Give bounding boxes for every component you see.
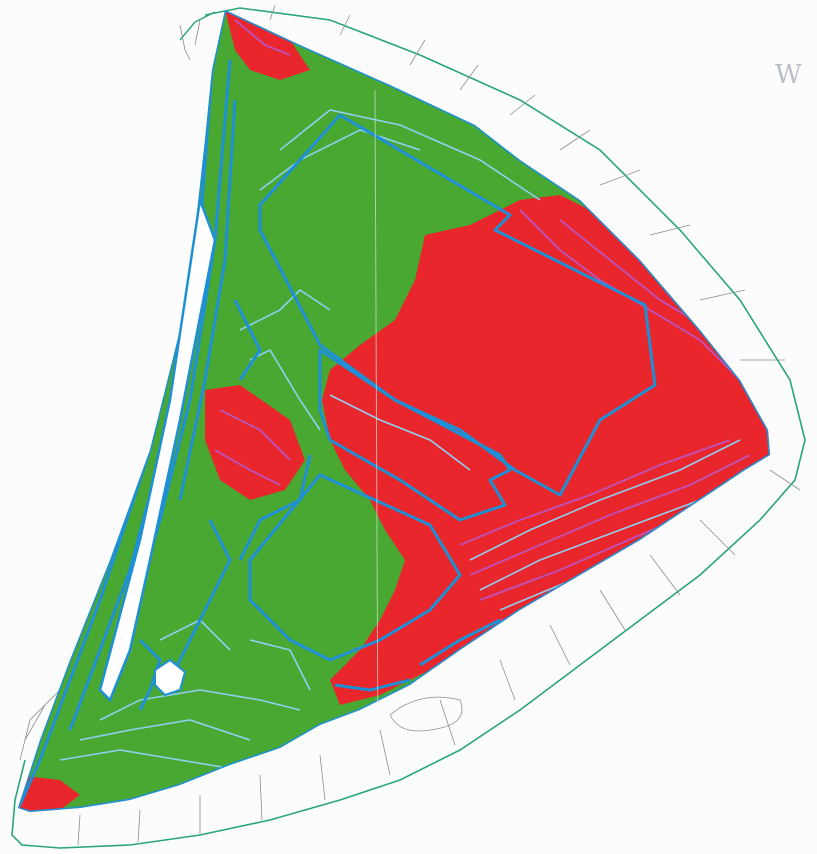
left-corridor [98,195,217,703]
red-zone-main [322,195,770,705]
upper-left-boundary-line [179,11,216,41]
red-zone-bottom-left [18,775,80,812]
compass-label: W [775,60,803,90]
inner-void [154,658,187,697]
lot-lines [19,4,801,846]
grid-line [374,89,379,761]
outer-boundary-line [11,7,806,849]
red-zone-left [205,385,305,500]
